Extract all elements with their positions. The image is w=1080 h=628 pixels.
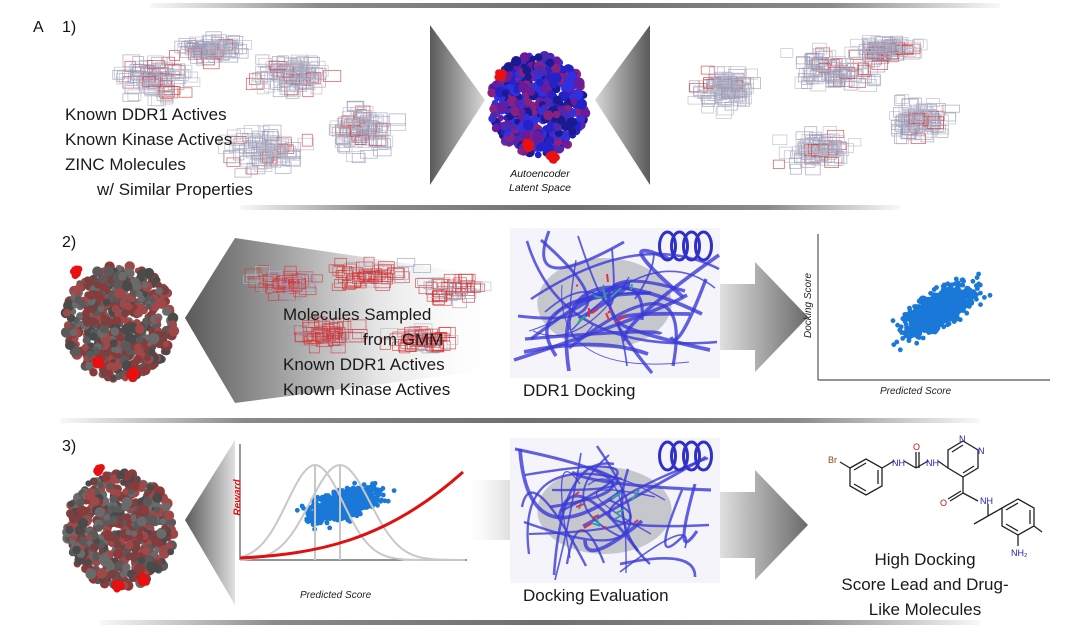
result-line-2: Score Lead and Drug- [841, 575, 1009, 594]
row1-line-4: w/ Similar Properties [97, 180, 253, 199]
row2-line-2: from GMM [363, 330, 444, 349]
row1-funnel [430, 25, 650, 185]
row2-line-4: Known Kinase Actives [283, 380, 451, 399]
step-3-label: 3) [62, 438, 77, 455]
row2-arrow [720, 262, 808, 372]
reward-vs-predicted-plot [239, 444, 467, 561]
molecule-o-2: O [940, 498, 947, 508]
separator-top [150, 3, 1000, 8]
row1-text-block: Known DDR1 Actives Known Kinase Actives … [65, 102, 253, 202]
row3-latent-sphere [62, 464, 179, 593]
row3-docking-image [510, 438, 720, 583]
autoencoder-latent-sphere [487, 51, 591, 164]
row1-left-cloud [112, 31, 407, 178]
row3-result-text: High Docking Score Lead and Drug- Like M… [820, 547, 1030, 622]
row2-line-1: Molecules Sampled [283, 305, 432, 324]
row1-right-cloud [687, 35, 960, 176]
row2-docking-image [510, 228, 721, 378]
ddr1-docking-label: DDR1 Docking [523, 381, 636, 400]
molecule-n-2: N [978, 446, 985, 456]
molecule-nh-2: NH [926, 458, 939, 468]
docking-vs-predicted-scatter [817, 234, 1050, 381]
row2-latent-sphere [60, 261, 180, 383]
row2-line-3: Known DDR1 Actives [283, 355, 445, 374]
step-1-label: 1) [62, 19, 77, 36]
panel-letter: A [33, 19, 44, 36]
row1-line-1: Known DDR1 Actives [65, 105, 227, 124]
molecule-bromine: Br [828, 455, 837, 465]
result-line-3: Like Molecules [868, 600, 982, 619]
row3-funnel [185, 440, 235, 605]
molecule-o-1: O [913, 442, 920, 452]
separator-bottom [100, 620, 980, 625]
row2-sampled-cloud [243, 256, 492, 354]
molecule-nh2: NH₂ [1011, 548, 1028, 558]
lead-molecule-structure: Br NH O NH N N O NH NH₂ [828, 434, 1043, 558]
row2-plot-ylabel: Docking Score [803, 272, 815, 339]
row3-plot-xlabel: Predicted Score [300, 590, 372, 601]
row2-text-block: Molecules Sampled from GMM Known DDR1 Ac… [283, 302, 450, 402]
row2-plot-xlabel: Predicted Score [880, 386, 952, 397]
step-2-label: 2) [62, 234, 77, 251]
molecule-n-1: N [959, 434, 966, 444]
row3-arrow [720, 470, 808, 580]
row2-funnel [185, 238, 505, 403]
latent-space-caption: Autoencoder Latent Space [509, 168, 571, 194]
molecule-nh-3: NH [980, 496, 993, 506]
molecule-nh-1: NH [892, 458, 905, 468]
row3-plot-ylabel: Reward [232, 479, 244, 516]
docking-evaluation-label: Docking Evaluation [523, 586, 669, 605]
result-line-1: High Docking [874, 550, 976, 569]
row1-line-2: Known Kinase Actives [65, 130, 233, 149]
row1-line-3: ZINC Molecules [65, 155, 186, 174]
separator-2 [60, 418, 980, 423]
separator-1 [240, 205, 900, 210]
